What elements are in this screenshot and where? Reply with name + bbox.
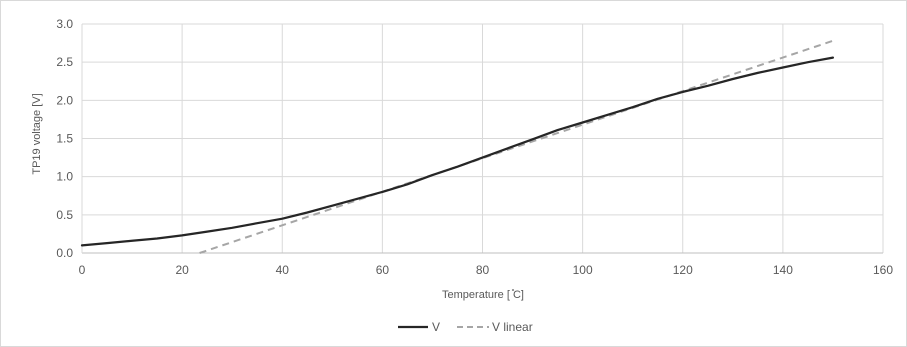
x-tick-label: 160 [873, 263, 893, 277]
axes [81, 24, 883, 254]
y-axis-title: TP19 voltage [V] [31, 93, 43, 174]
y-tick-label: 0.0 [56, 246, 73, 260]
y-tick-label: 3.0 [56, 17, 73, 31]
x-tick-label: 100 [573, 263, 593, 277]
gridlines [82, 23, 884, 253]
series-line-v-linear [199, 39, 834, 254]
x-tick-label: 140 [773, 263, 793, 277]
x-axis-title: Temperature [ ̊C] [442, 288, 524, 301]
x-tick-label: 40 [276, 263, 290, 277]
legend-label-v: V [432, 320, 440, 334]
x-tick-label: 80 [476, 263, 490, 277]
y-tick-label: 1.5 [56, 132, 73, 146]
series-line-v [80, 56, 835, 247]
legend: V V linear [398, 320, 533, 334]
plot-series [80, 39, 835, 254]
tick-labels: 0.0 0.5 1.0 1.5 2.0 2.5 3.0 0 20 40 60 80 100 120 140 1… [56, 17, 893, 277]
x-tick-label: 60 [376, 263, 390, 277]
x-tick-label: 20 [175, 263, 189, 277]
x-tick-label: 120 [673, 263, 693, 277]
x-tick-label: 0 [79, 263, 86, 277]
y-tick-label: 1.0 [56, 170, 73, 184]
y-tick-label: 0.5 [56, 208, 73, 222]
y-tick-label: 2.5 [56, 55, 73, 69]
legend-label-v-linear: V linear [492, 320, 533, 334]
y-tick-label: 2.0 [56, 93, 73, 107]
